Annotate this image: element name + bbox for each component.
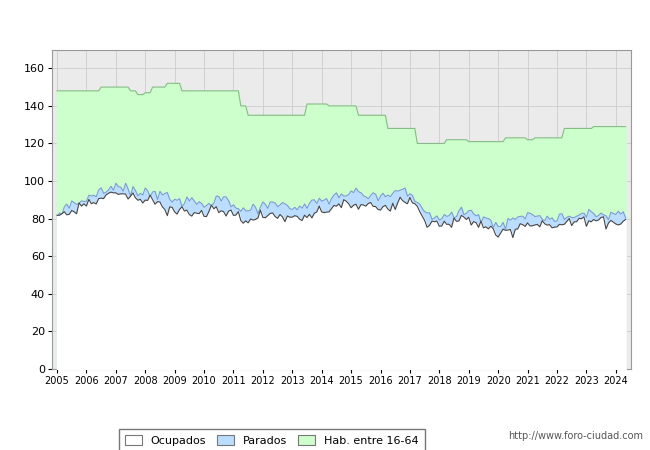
Text: FORO-CIUDAD.COM: FORO-CIUDAD.COM bbox=[235, 238, 448, 257]
Legend: Ocupados, Parados, Hab. entre 16-64: Ocupados, Parados, Hab. entre 16-64 bbox=[118, 429, 425, 450]
Text: Matadeón de los Oteros - Evolucion de la poblacion en edad de Trabajar Mayo de 2: Matadeón de los Oteros - Evolucion de la… bbox=[7, 12, 643, 28]
Text: http://www.foro-ciudad.com: http://www.foro-ciudad.com bbox=[508, 431, 644, 441]
